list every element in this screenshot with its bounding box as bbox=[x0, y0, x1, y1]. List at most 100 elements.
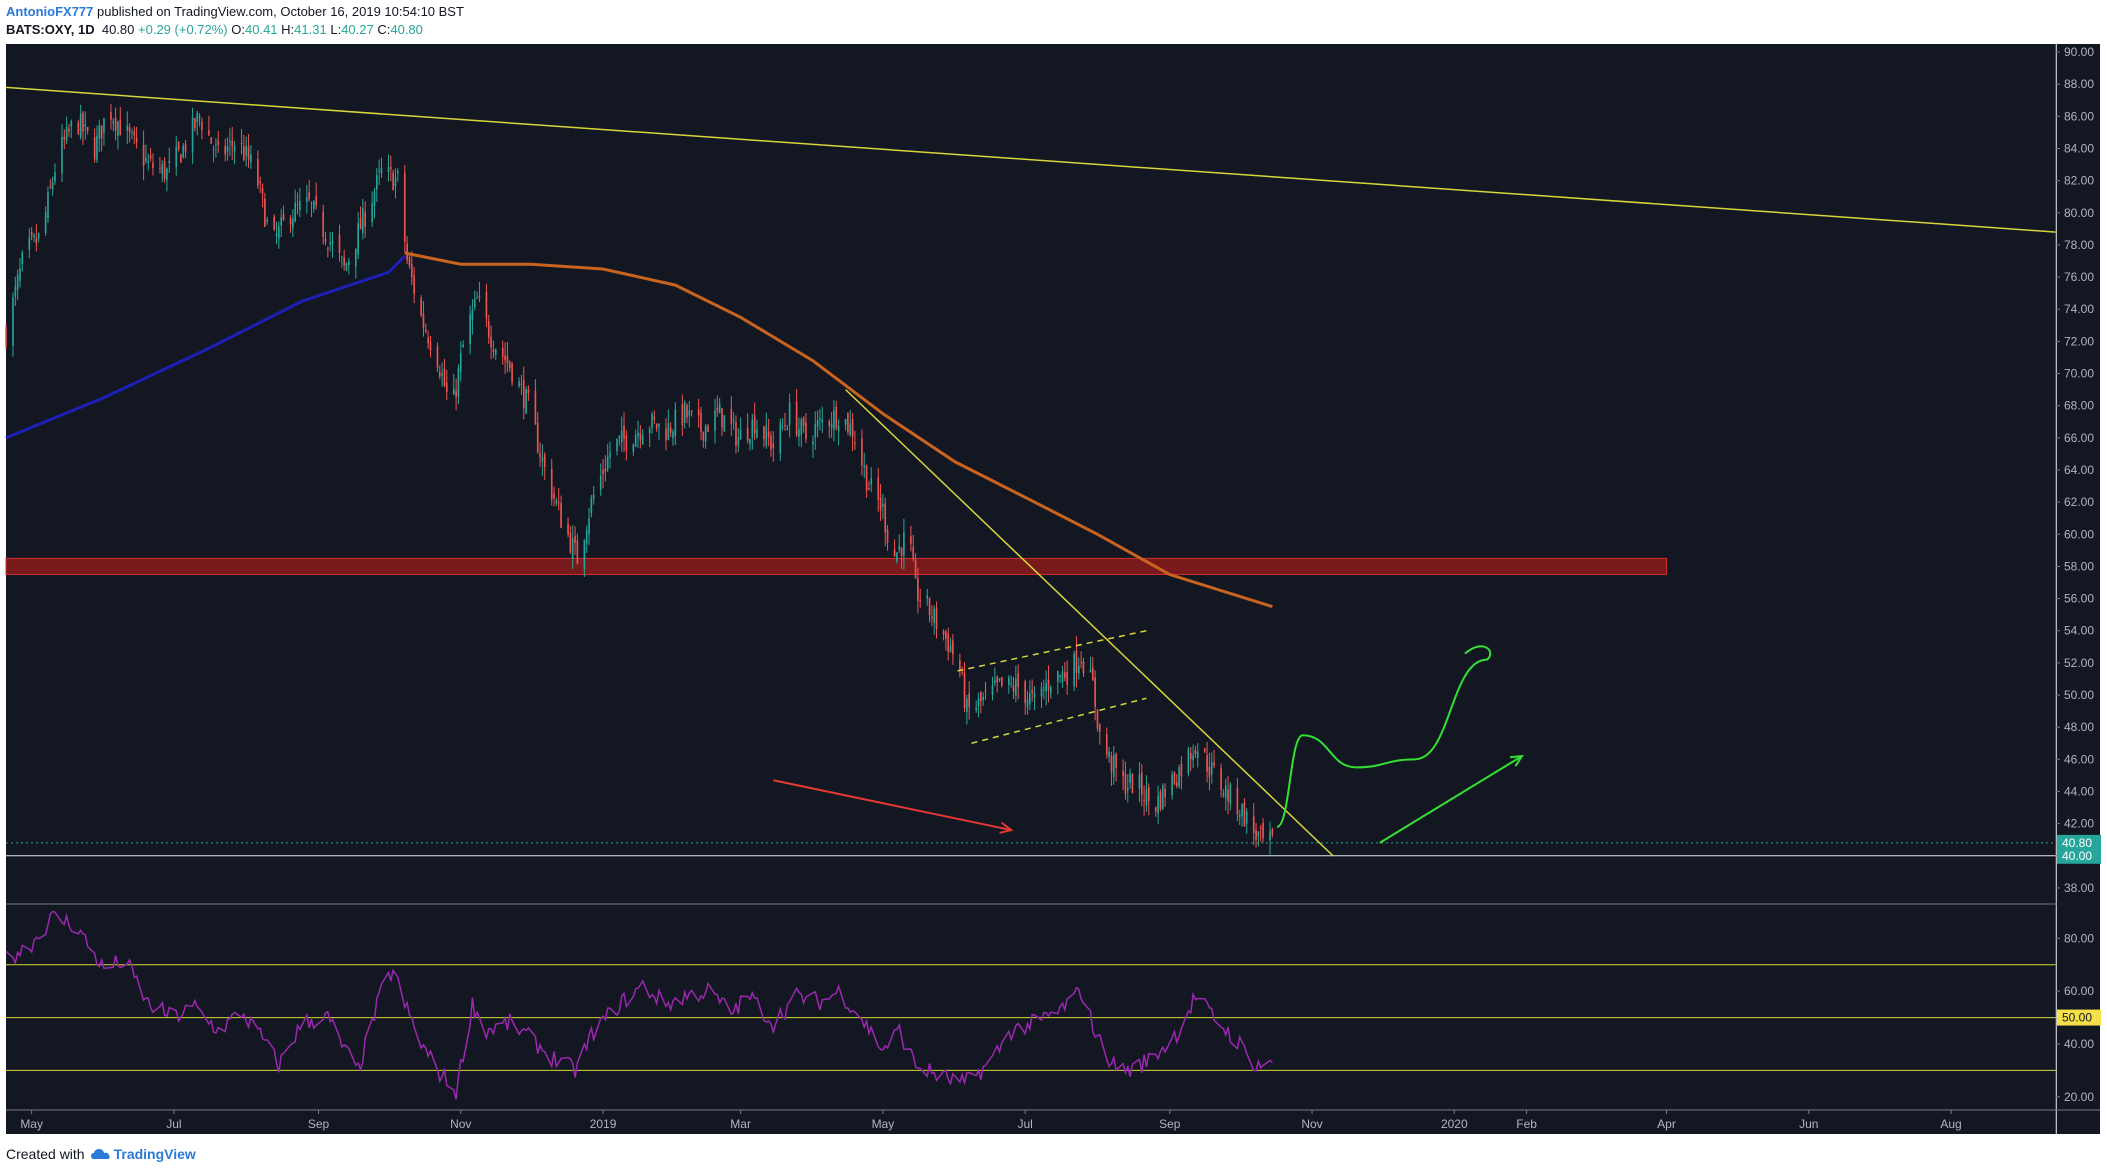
candle bbox=[1140, 764, 1143, 807]
candle bbox=[264, 192, 266, 228]
time-axis[interactable]: May Jul Sep Nov 2019 Mar May Jul Sep Nov 2020 Feb Ap… bbox=[6, 1109, 2100, 1131]
low-value: 40.27 bbox=[341, 22, 374, 37]
candle bbox=[788, 393, 791, 438]
candle bbox=[215, 138, 217, 158]
candle bbox=[707, 424, 709, 433]
candle bbox=[1220, 763, 1222, 798]
candle bbox=[355, 248, 357, 279]
candle bbox=[966, 694, 968, 725]
candle bbox=[539, 442, 541, 467]
candle bbox=[933, 605, 936, 635]
candle bbox=[1105, 727, 1108, 759]
candle bbox=[623, 412, 625, 453]
low-label: L: bbox=[330, 22, 342, 37]
green-curve-annotation[interactable] bbox=[1276, 645, 1492, 828]
candle bbox=[648, 425, 651, 448]
candle bbox=[947, 627, 950, 661]
time-tick-label: Nov bbox=[1301, 1117, 1322, 1131]
price-pane[interactable] bbox=[5, 86, 2100, 905]
time-tick-label: Mar bbox=[730, 1117, 751, 1131]
price-axis[interactable]: 90.00 88.00 86.00 84.00 82.00 80.00 78.00 76.00… bbox=[2055, 44, 2101, 1134]
tradingview-logo[interactable]: TradingView bbox=[90, 1146, 196, 1162]
candle bbox=[639, 424, 642, 449]
candle bbox=[233, 141, 236, 165]
candle bbox=[1178, 764, 1180, 789]
candle bbox=[243, 134, 245, 162]
price-tick-label: 74.00 bbox=[2064, 302, 2094, 316]
candle bbox=[945, 629, 947, 651]
candle bbox=[436, 342, 439, 373]
candle bbox=[373, 188, 376, 219]
candle bbox=[261, 183, 264, 208]
candle bbox=[1080, 651, 1082, 669]
candle bbox=[772, 431, 775, 462]
candle bbox=[345, 262, 348, 272]
symbol-label: BATS:OXY, 1D bbox=[6, 22, 95, 37]
candle bbox=[879, 483, 882, 521]
candle bbox=[1271, 827, 1274, 838]
candle bbox=[1154, 806, 1157, 817]
header-line-2: BATS:OXY, 1D 40.80 +0.29 (+0.72%) O:40.4… bbox=[6, 22, 423, 37]
candle bbox=[977, 692, 980, 718]
rsi-pane[interactable] bbox=[5, 910, 2056, 1100]
candle bbox=[135, 126, 138, 149]
channel-line-lower[interactable] bbox=[971, 697, 1147, 744]
candle bbox=[919, 588, 922, 608]
candle bbox=[30, 226, 33, 241]
candle bbox=[201, 117, 203, 140]
moving-average-fast[interactable] bbox=[5, 255, 406, 440]
candle bbox=[1029, 680, 1031, 711]
candle bbox=[438, 365, 441, 380]
resistance-zone[interactable] bbox=[5, 557, 1668, 575]
rsi-level-tag: 50.00 bbox=[2057, 1009, 2101, 1026]
price-tick-label: 50.00 bbox=[2064, 688, 2094, 702]
candle bbox=[784, 412, 786, 431]
candle bbox=[942, 629, 945, 641]
trendline[interactable] bbox=[845, 389, 1334, 857]
candle bbox=[452, 373, 455, 396]
candle bbox=[443, 358, 446, 388]
green-arrow-annotation[interactable] bbox=[1379, 754, 1524, 844]
candle bbox=[585, 525, 588, 554]
price-tick-label: 82.00 bbox=[2064, 174, 2094, 188]
candle bbox=[159, 156, 161, 174]
candle bbox=[445, 369, 448, 401]
candle bbox=[550, 458, 553, 506]
candle bbox=[282, 205, 285, 222]
candle bbox=[543, 452, 546, 480]
rsi-axis[interactable]: 80.00 60.00 40.00 20.00 50.00 bbox=[2056, 931, 2101, 1104]
candle bbox=[278, 221, 280, 249]
tradingview-brand: TradingView bbox=[113, 1146, 196, 1162]
candle bbox=[1061, 665, 1064, 688]
candle bbox=[112, 118, 115, 132]
candle bbox=[786, 424, 789, 431]
moving-average-slow[interactable] bbox=[404, 251, 1273, 609]
candle bbox=[1043, 679, 1045, 700]
candle bbox=[816, 410, 819, 438]
high-label: H: bbox=[281, 22, 295, 37]
author-name[interactable]: AntonioFX777 bbox=[6, 4, 94, 19]
candle bbox=[1131, 773, 1134, 794]
candle bbox=[1066, 660, 1068, 695]
candle bbox=[525, 386, 527, 415]
candle bbox=[247, 133, 250, 168]
candle bbox=[868, 480, 870, 491]
candle bbox=[194, 117, 196, 132]
candle bbox=[655, 423, 658, 432]
candle bbox=[396, 168, 399, 182]
candle bbox=[1108, 746, 1110, 764]
red-arrow-annotation[interactable] bbox=[773, 779, 1014, 834]
rsi-line[interactable] bbox=[5, 910, 1273, 1100]
trendline[interactable] bbox=[5, 86, 2057, 233]
candle bbox=[592, 486, 595, 505]
candle bbox=[877, 467, 880, 512]
candle bbox=[1098, 723, 1101, 745]
candle bbox=[180, 153, 182, 163]
rsi-level-tag-text: 50.00 bbox=[2062, 1011, 2092, 1025]
candle bbox=[658, 423, 660, 441]
candle bbox=[1091, 656, 1094, 681]
candle bbox=[844, 418, 847, 431]
candle bbox=[1203, 747, 1206, 754]
price-tick-label: 54.00 bbox=[2064, 624, 2094, 638]
